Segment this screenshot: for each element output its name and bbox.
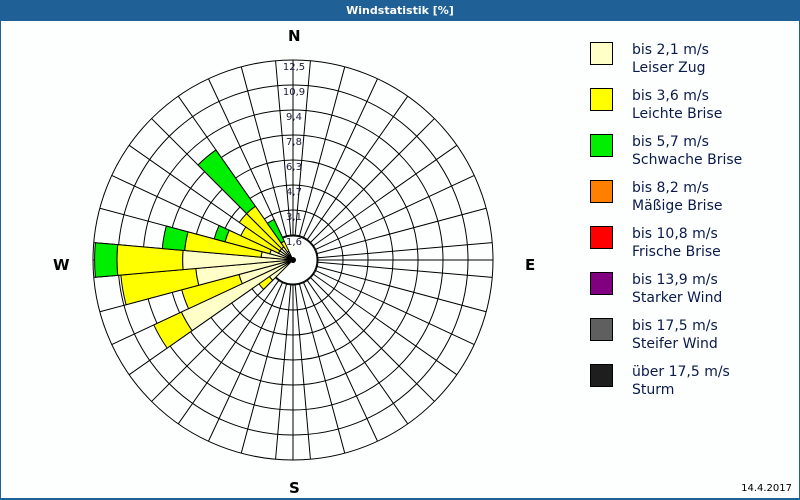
legend-speed: bis 13,9 m/s	[632, 272, 718, 288]
legend-label: Starker Wind	[632, 290, 723, 306]
legend-swatch	[590, 318, 613, 341]
svg-text:7,8: 7,8	[286, 137, 302, 148]
legend-item-maessige-brise: bis 8,2 m/s Mäßige Brise	[590, 179, 790, 225]
svg-text:6,3: 6,3	[286, 162, 302, 173]
legend-label: Frische Brise	[632, 244, 721, 260]
legend-item-starker-wind: bis 13,9 m/s Starker Wind	[590, 271, 790, 317]
compass-south: S	[289, 479, 300, 497]
compass-west: W	[53, 256, 70, 274]
legend-speed: bis 3,6 m/s	[632, 88, 709, 104]
legend-item-steifer-wind: bis 17,5 m/s Steifer Wind	[590, 317, 790, 363]
legend-speed: bis 2,1 m/s	[632, 42, 709, 58]
legend-speed: bis 17,5 m/s	[632, 318, 718, 334]
legend-label: Mäßige Brise	[632, 198, 723, 214]
legend-item-sturm: über 17,5 m/s Sturm	[590, 363, 790, 409]
legend-speed: bis 5,7 m/s	[632, 134, 709, 150]
svg-text:10,9: 10,9	[283, 87, 305, 98]
compass-north: N	[288, 27, 301, 45]
compass-east: E	[525, 256, 536, 274]
legend-label: Leiser Zug	[632, 60, 706, 76]
legend-item-frische-brise: bis 10,8 m/s Frische Brise	[590, 225, 790, 271]
legend-swatch	[590, 272, 613, 295]
svg-text:3,1: 3,1	[286, 212, 302, 223]
window-title: Windstatistik [%]	[0, 0, 800, 21]
legend: bis 2,1 m/s Leiser Zug bis 3,6 m/s Leichte…	[590, 41, 790, 409]
legend-item-leiser-zug: bis 2,1 m/s Leiser Zug	[590, 41, 790, 87]
legend-item-leichte-brise: bis 3,6 m/s Leichte Brise	[590, 87, 790, 133]
svg-text:1,6: 1,6	[286, 237, 302, 248]
legend-label: Sturm	[632, 382, 675, 398]
legend-swatch	[590, 226, 613, 249]
svg-text:9,4: 9,4	[286, 112, 302, 123]
legend-swatch	[590, 42, 613, 65]
legend-swatch	[590, 88, 613, 111]
legend-item-schwache-brise: bis 5,7 m/s Schwache Brise	[590, 133, 790, 179]
legend-swatch	[590, 180, 613, 203]
legend-speed: bis 8,2 m/s	[632, 180, 709, 196]
svg-text:12,5: 12,5	[283, 62, 305, 73]
legend-speed: über 17,5 m/s	[632, 364, 730, 380]
legend-swatch	[590, 134, 613, 157]
date-stamp: 14.4.2017	[741, 483, 792, 494]
legend-label: Steifer Wind	[632, 336, 718, 352]
svg-text:4,7: 4,7	[286, 187, 302, 198]
legend-label: Schwache Brise	[632, 152, 743, 168]
bottom-border	[0, 498, 800, 500]
legend-speed: bis 10,8 m/s	[632, 226, 718, 242]
legend-swatch	[590, 364, 613, 387]
legend-label: Leichte Brise	[632, 106, 723, 122]
